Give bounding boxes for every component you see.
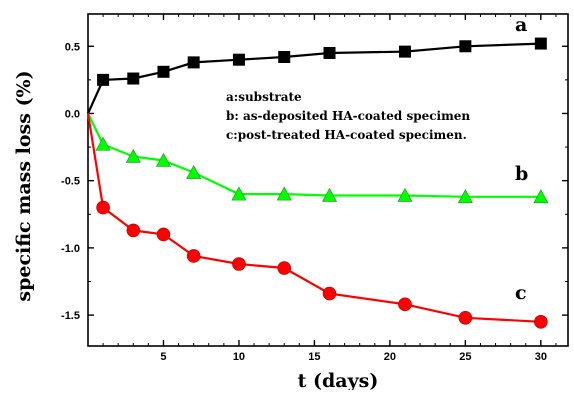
data-point-c	[232, 257, 246, 271]
data-point-b	[186, 164, 202, 179]
series-line-a	[86, 42, 541, 114]
data-point-b	[533, 189, 549, 204]
data-point-c	[322, 286, 337, 301]
x-tick-label: 15	[308, 351, 320, 363]
y-axis-ticks: 0.5 0.0 -0.5 -1.0 -1.5	[61, 41, 568, 322]
legend-entry-c: c:post-treated HA-coated specimen.	[226, 128, 467, 142]
series-line-c	[86, 113, 541, 323]
data-point-a	[278, 51, 291, 64]
y-tick-label: 0.5	[65, 41, 80, 53]
data-point-c	[277, 261, 292, 275]
data-point-b	[322, 187, 338, 202]
data-point-a	[157, 65, 170, 78]
y-tick-label: 0.0	[65, 108, 80, 120]
x-tick-label: 30	[535, 351, 547, 363]
data-point-c	[186, 249, 201, 263]
x-tick-label: 5	[160, 351, 166, 363]
series-label-a: a	[515, 14, 527, 36]
data-point-c	[156, 227, 171, 242]
data-point-c	[126, 223, 141, 238]
data-point-c	[534, 315, 548, 329]
data-point-b	[276, 186, 292, 201]
x-axis-label: t (days)	[298, 370, 379, 390]
data-point-c	[458, 310, 473, 325]
data-point-a	[187, 56, 200, 69]
data-point-a	[323, 46, 336, 59]
series-layer	[86, 37, 549, 329]
data-point-a	[232, 53, 245, 66]
legend-entry-a: a:substrate	[226, 90, 302, 104]
data-point-a	[97, 73, 110, 86]
data-point-b	[231, 186, 247, 201]
legend-entry-b: b: as-deposited HA-coated specimen	[226, 109, 470, 123]
data-point-c	[398, 297, 412, 312]
x-tick-label: 25	[459, 351, 471, 363]
data-point-a	[398, 45, 411, 58]
data-point-b	[457, 189, 473, 204]
y-axis-label: specific mass loss (%)	[13, 70, 35, 301]
x-axis-ticks: 5 10 15 20 25 30	[102, 14, 557, 363]
data-point-a	[459, 40, 472, 53]
data-point-c	[96, 200, 110, 215]
series-label-b: b	[515, 163, 528, 185]
data-point-b	[125, 148, 141, 163]
data-point-b	[95, 136, 111, 151]
series-label-c: c	[515, 282, 527, 304]
data-point-a	[127, 72, 140, 85]
data-point-a	[534, 37, 547, 50]
legend: a:substrate b: as-deposited HA-coated sp…	[226, 90, 470, 142]
y-tick-label: -1.5	[61, 310, 80, 322]
x-tick-label: 10	[233, 351, 245, 363]
y-tick-label: -1.0	[61, 243, 80, 255]
x-tick-label: 20	[384, 351, 396, 363]
data-point-b	[155, 152, 171, 167]
y-tick-label: -0.5	[61, 176, 80, 188]
series-line-b	[87, 113, 541, 198]
data-point-b	[397, 187, 413, 202]
